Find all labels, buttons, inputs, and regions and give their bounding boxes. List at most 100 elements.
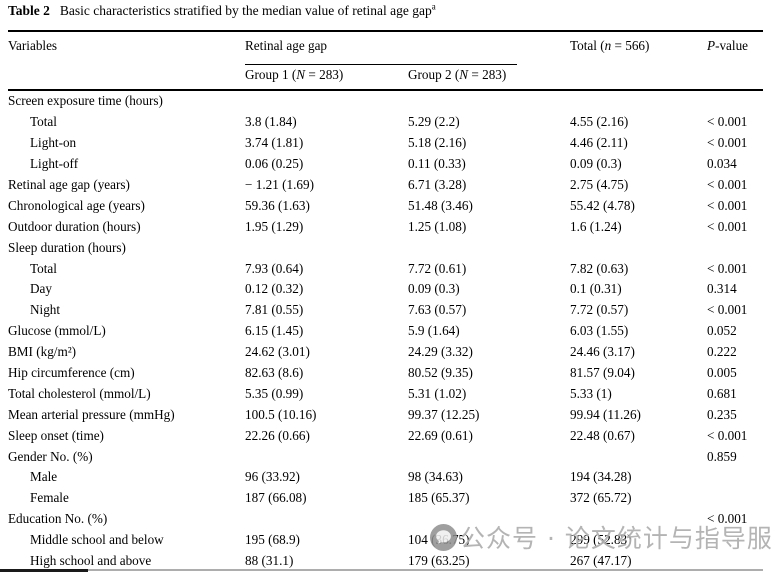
cell-total [570, 446, 707, 467]
row-label: Retinal age gap (years) [8, 177, 130, 192]
cell-group1: 1.95 (1.29) [245, 218, 304, 234]
cell-group1: 6.15 (1.45) [245, 323, 304, 339]
cell-pvalue: 0.005 [707, 365, 737, 381]
row-label: Total [30, 260, 57, 276]
cell-pvalue: < 0.001 [707, 177, 748, 192]
table-body: Screen exposure time (hours) Total 3.8 (1.… [8, 90, 763, 571]
cell-pvalue: < 0.001 [707, 135, 748, 151]
cell-group2: 179 (63.25) [408, 553, 470, 569]
cell-pvalue: < 0.001 [707, 511, 748, 527]
row-label: Outdoor duration (hours) [8, 218, 141, 234]
row-label: Sleep duration (hours) [8, 239, 126, 255]
cell-total: 267 (47.17) [570, 553, 632, 569]
header-row-1: Variables Retinal age gap Total (n = 566… [8, 31, 763, 91]
cell-group2: 80.52 (9.35) [408, 365, 473, 381]
cell-pvalue: 0.314 [707, 281, 737, 297]
table-row: Gender No. (%) 0.859 [8, 446, 763, 467]
table-row: Glucose (mmol/L) 6.15 (1.45) 5.9 (1.64) 6.0… [8, 321, 763, 342]
cell-group1: 187 (66.08) [245, 490, 307, 506]
cell-total: 1.6 (1.24) [570, 218, 622, 234]
cell-group2: 5.18 (2.16) [408, 135, 467, 151]
row-label: Sleep onset (time) [8, 427, 104, 443]
row-label: Total [30, 114, 57, 130]
cell-total: 99.94 (11.26) [570, 406, 641, 422]
table-caption: Basic characteristics stratified by the … [59, 3, 432, 18]
cell-group2: 6.71 (3.28) [408, 177, 467, 192]
row-label: Glucose (mmol/L) [8, 323, 106, 339]
table-row: Sleep duration (hours) [8, 237, 763, 258]
cell-group1: 82.63 (8.6) [245, 365, 304, 381]
cell-group1: 5.35 (0.99) [245, 385, 304, 401]
cell-pvalue: < 0.001 [707, 197, 748, 213]
cell-group2: 185 (65.37) [408, 490, 470, 506]
table-row: Sleep onset (time) 22.26 (0.66) 22.69 (0.6… [8, 425, 763, 446]
table-bottom-rule [8, 569, 763, 571]
row-label: Middle school and below [30, 532, 164, 548]
cell-total: 7.82 (0.63) [570, 260, 629, 276]
cell-group1 [245, 509, 408, 530]
cell-total: 0.1 (0.31) [570, 281, 622, 297]
table-row: Light-on 3.74 (1.81) 5.18 (2.16) 4.46 (2.11… [8, 133, 763, 154]
table-bottom-rule-segment [0, 569, 88, 572]
row-label: Gender No. (%) [8, 448, 93, 464]
row-label: Chronological age (years) [8, 197, 145, 213]
cell-group2: 5.29 (2.2) [408, 114, 460, 130]
cell-group2: 51.48 (3.46) [408, 197, 473, 213]
cell-pvalue: < 0.001 [707, 302, 748, 318]
table-row: Total 7.93 (0.64) 7.72 (0.61) 7.82 (0.63) < … [8, 258, 763, 279]
row-label: Hip circumference (cm) [8, 365, 135, 381]
cell-group1: 195 (68.9) [245, 532, 300, 548]
col-header-pvalue: P-value [707, 31, 763, 91]
table-row: Day 0.12 (0.32) 0.09 (0.3) 0.1 (0.31) 0.314 [8, 279, 763, 300]
table-row: Total 3.8 (1.84) 5.29 (2.2) 4.55 (2.16) < 0.… [8, 112, 763, 133]
table-row: BMI (kg/m²) 24.62 (3.01) 24.29 (3.32) 24.46… [8, 342, 763, 363]
cell-pvalue: < 0.001 [707, 114, 748, 130]
cell-total: 22.48 (0.67) [570, 427, 635, 443]
cell-pvalue [707, 467, 763, 488]
table-title: Table 2 Basic characteristics stratified … [8, 2, 436, 19]
table-row: Male 96 (33.92) 98 (34.63) 194 (34.28) [8, 467, 763, 488]
cell-group2: 1.25 (1.08) [408, 218, 467, 234]
row-label: BMI (kg/m²) [8, 344, 77, 360]
table-row: High school and above 88 (31.1) 179 (63.25… [8, 551, 763, 572]
cell-group2: 7.63 (0.57) [408, 302, 467, 318]
row-label: Screen exposure time (hours) [8, 93, 163, 109]
table-row: Outdoor duration (hours) 1.95 (1.29) 1.25 … [8, 216, 763, 237]
cell-pvalue [707, 530, 763, 551]
row-label: Light-on [30, 135, 77, 151]
cell-group2 [408, 90, 570, 112]
table-row: Total cholesterol (mmol/L) 5.35 (0.99) 5.3… [8, 383, 763, 404]
cell-total: 0.09 (0.3) [570, 156, 622, 172]
cell-group1: 3.74 (1.81) [245, 135, 304, 151]
cell-group2: 5.9 (1.64) [408, 323, 460, 339]
cell-group1: 0.12 (0.32) [245, 281, 304, 297]
header-row-2: Group 1 (N = 283) Group 2 (N = 283) [8, 65, 763, 91]
table-row: Mean arterial pressure (mmHg) 100.5 (10.1… [8, 404, 763, 425]
cell-group2: 22.69 (0.61) [408, 427, 473, 443]
cell-group1: 59.36 (1.63) [245, 197, 310, 213]
cell-group2: 5.31 (1.02) [408, 385, 467, 401]
table-header: Variables Retinal age gap Total (n = 566… [8, 31, 763, 91]
cell-total: 299 (52.83) [570, 532, 632, 548]
cell-total: 55.42 (4.78) [570, 197, 635, 213]
col-header-group1: Group 1 (N = 283) [245, 65, 408, 91]
cell-group2 [408, 446, 570, 467]
cell-pvalue: < 0.001 [707, 260, 748, 276]
cell-total [570, 237, 707, 258]
cell-group2 [408, 237, 570, 258]
cell-group2: 0.11 (0.33) [408, 156, 466, 172]
cell-group1: 7.93 (0.64) [245, 260, 304, 276]
cell-group1: 22.26 (0.66) [245, 427, 310, 443]
cell-pvalue: 0.222 [707, 344, 737, 360]
cell-total: 6.03 (1.55) [570, 323, 629, 339]
cell-total: 4.46 (2.11) [570, 135, 628, 151]
spanner-label: Retinal age gap [245, 38, 328, 53]
cell-pvalue: < 0.001 [707, 218, 748, 234]
cell-group1: − 1.21 (1.69) [245, 177, 314, 192]
cell-group2: 99.37 (12.25) [408, 406, 480, 422]
table-row: Middle school and below 195 (68.9) 104 (36… [8, 530, 763, 551]
cell-group2: 0.09 (0.3) [408, 281, 460, 297]
cell-pvalue: 0.034 [707, 156, 737, 172]
row-label: Day [30, 281, 52, 297]
row-label: Male [30, 469, 58, 485]
